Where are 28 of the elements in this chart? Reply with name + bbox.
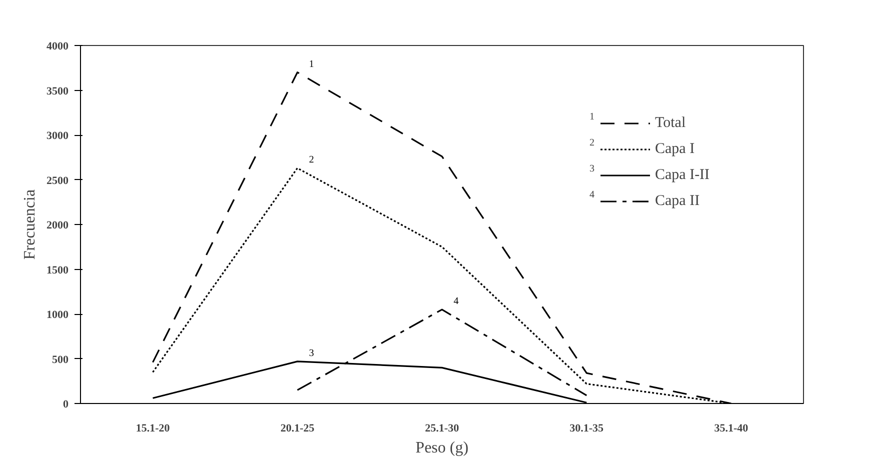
legend-label: Capa I-II	[655, 166, 710, 184]
y-tick-label: 4000	[46, 40, 69, 52]
annotation: 1	[308, 58, 314, 70]
legend-label: Capa I	[655, 140, 695, 158]
y-tick-label: 1000	[46, 309, 69, 321]
x-axis-title: Peso (g)	[416, 440, 468, 456]
y-tick-label: 0	[63, 398, 69, 410]
annotation: 3	[590, 164, 594, 174]
annotation: 2	[590, 138, 594, 148]
y-axis-title: Frecuencia	[22, 189, 38, 260]
y-tick-label: 3500	[46, 85, 69, 98]
x-tick-label: 15.1-20	[136, 422, 170, 434]
annotation: 4	[590, 190, 594, 200]
annotation: 3	[308, 348, 314, 360]
y-tick-label: 500	[52, 354, 69, 366]
y-tick-label: 1500	[46, 264, 69, 276]
x-tick-label: 25.1-30	[425, 422, 460, 434]
x-tick-label: 35.1-40	[714, 422, 749, 434]
annotation: 4	[454, 296, 459, 308]
x-tick-label: 20.1-25	[280, 422, 315, 434]
y-tick-label: 2000	[46, 220, 69, 232]
y-tick-label: 3000	[46, 130, 69, 142]
x-tick-label: 30.1-35	[570, 422, 604, 434]
annotation: 2	[308, 154, 314, 166]
y-tick-label: 2500	[46, 174, 69, 187]
legend-label: Capa II	[655, 192, 700, 210]
annotation: 1	[590, 112, 594, 122]
legend-label: Total	[655, 114, 686, 132]
